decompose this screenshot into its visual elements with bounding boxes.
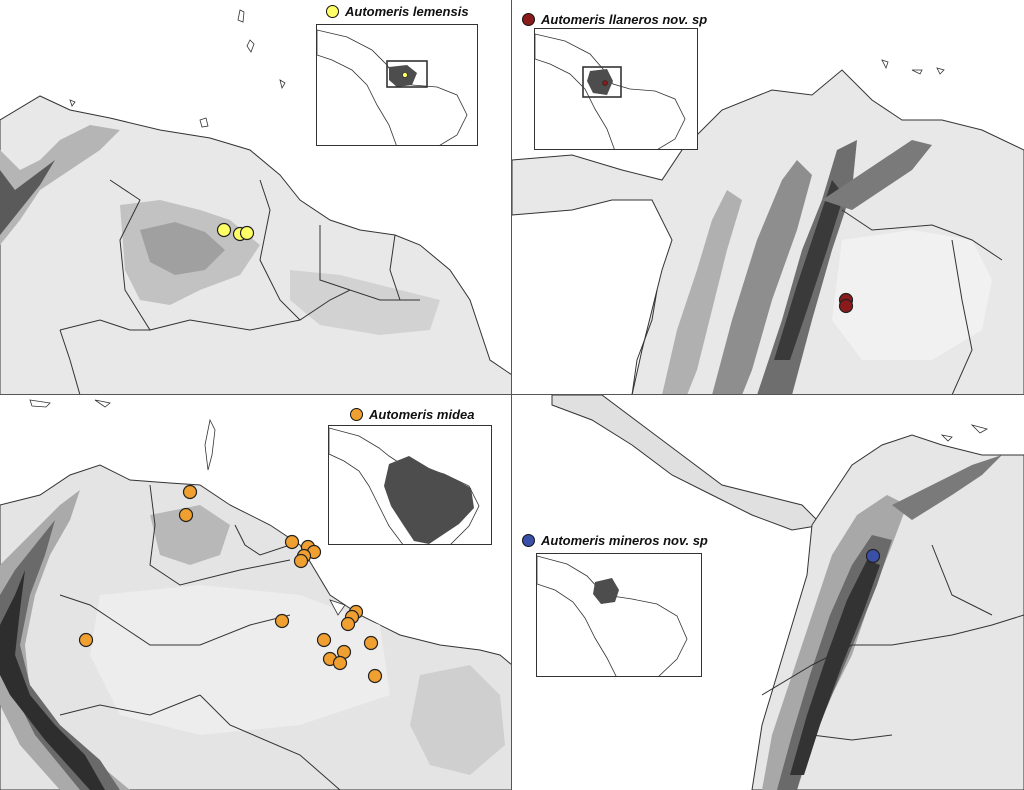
legend-llaneros: Automeris llaneros nov. sp bbox=[522, 12, 707, 27]
panel-midea: Automeris midea bbox=[0, 395, 512, 790]
island bbox=[29, 399, 51, 408]
island bbox=[246, 39, 255, 53]
occurrence-point-llaneros bbox=[838, 298, 854, 314]
occurrence-point-mineros bbox=[865, 548, 881, 564]
guiana-highlands bbox=[150, 505, 230, 565]
country-border bbox=[259, 179, 301, 321]
inset-americas bbox=[537, 555, 688, 676]
country-border bbox=[389, 234, 401, 301]
eastern-ridge-core bbox=[774, 180, 844, 360]
legend-marker bbox=[326, 5, 339, 18]
inset-map-midea bbox=[328, 425, 492, 545]
island bbox=[199, 117, 209, 128]
land-central-america bbox=[551, 395, 824, 531]
country-border bbox=[761, 614, 1024, 696]
species-label: Automeris midea bbox=[369, 407, 475, 422]
occurrence-point-midea bbox=[274, 613, 290, 629]
panel-lemensis: Automeris lemensis bbox=[0, 0, 512, 395]
island bbox=[936, 67, 945, 75]
inset-americas bbox=[317, 29, 468, 145]
inset-highlight-country bbox=[587, 69, 613, 95]
country-border bbox=[931, 544, 993, 616]
occurrence-point-lemensis bbox=[239, 225, 255, 241]
legend-marker bbox=[350, 408, 363, 421]
island bbox=[881, 59, 889, 70]
inset-map-llaneros bbox=[534, 28, 698, 150]
country-border bbox=[109, 179, 420, 331]
country-border bbox=[841, 209, 1003, 261]
eastern-lowlands bbox=[290, 270, 440, 335]
legend-midea: Automeris midea bbox=[350, 407, 474, 422]
map-llaneros bbox=[512, 0, 1024, 395]
occurrence-point-midea bbox=[332, 655, 348, 671]
species-label: Automeris mineros nov. sp bbox=[541, 533, 708, 548]
cordillera-peak bbox=[790, 560, 880, 775]
island bbox=[94, 399, 111, 408]
merida-andes bbox=[822, 140, 932, 210]
inset-extent-box bbox=[386, 60, 428, 88]
inset-locality bbox=[402, 72, 408, 78]
country-border bbox=[149, 484, 291, 586]
andes-peak bbox=[0, 570, 105, 790]
occurrence-point-midea bbox=[363, 635, 379, 651]
island bbox=[911, 69, 923, 75]
species-label: Automeris lemensis bbox=[345, 4, 469, 19]
island bbox=[970, 424, 989, 434]
country-border bbox=[59, 329, 81, 395]
occurrence-point-midea bbox=[316, 632, 332, 648]
island bbox=[237, 9, 245, 23]
country-border bbox=[631, 289, 658, 395]
panel-mineros: Automeris mineros nov. sp bbox=[512, 395, 1024, 790]
country-border bbox=[234, 524, 291, 556]
western-cordillera bbox=[662, 190, 742, 395]
legend-lemensis: Automeris lemensis bbox=[326, 4, 469, 19]
inset-extent-box bbox=[582, 66, 622, 98]
map-mineros bbox=[512, 395, 1024, 790]
country-border bbox=[59, 694, 201, 716]
occurrence-point-midea bbox=[182, 484, 198, 500]
occurrence-point-midea bbox=[367, 668, 383, 684]
panel-llaneros: Automeris llaneros nov. sp bbox=[512, 0, 1024, 395]
inset-highlight-range bbox=[384, 456, 474, 544]
vertical-divider bbox=[511, 0, 512, 790]
island bbox=[329, 599, 346, 616]
map-midea bbox=[0, 395, 512, 790]
country-border bbox=[319, 225, 351, 291]
occurrence-point-midea bbox=[178, 507, 194, 523]
island bbox=[204, 418, 216, 471]
inset-americas bbox=[535, 33, 686, 149]
inset-highlight-country bbox=[593, 578, 619, 604]
island bbox=[940, 434, 953, 442]
andes-shading bbox=[0, 125, 120, 245]
country-border bbox=[811, 734, 893, 741]
andes-ridge bbox=[0, 160, 55, 235]
occurrence-point-midea bbox=[284, 534, 300, 550]
species-label: Automeris llaneros nov. sp bbox=[541, 12, 708, 27]
central-cordillera bbox=[712, 160, 812, 395]
country-border bbox=[199, 694, 341, 790]
country-border bbox=[59, 319, 150, 331]
occurrence-point-midea bbox=[340, 616, 356, 632]
country-border bbox=[951, 239, 973, 395]
inset-map-lemensis bbox=[316, 24, 478, 146]
legend-marker bbox=[522, 534, 535, 547]
island bbox=[69, 99, 76, 107]
occurrence-point-midea bbox=[293, 553, 309, 569]
inset-map-mineros bbox=[536, 553, 702, 677]
inset-locality bbox=[602, 80, 608, 86]
merida-andes bbox=[892, 455, 1002, 520]
legend-mineros: Automeris mineros nov. sp bbox=[522, 533, 708, 548]
occurrence-point-lemensis bbox=[216, 222, 232, 238]
island bbox=[279, 79, 286, 90]
horizontal-divider bbox=[0, 394, 1024, 395]
country-border bbox=[59, 594, 291, 646]
andes-core bbox=[0, 520, 120, 790]
legend-marker bbox=[522, 13, 535, 26]
llanos-plain bbox=[832, 230, 992, 360]
occurrence-point-midea bbox=[78, 632, 94, 648]
brazilian-highlands bbox=[410, 665, 505, 775]
highland-core bbox=[140, 222, 225, 275]
amazon-lowlands bbox=[90, 585, 390, 735]
